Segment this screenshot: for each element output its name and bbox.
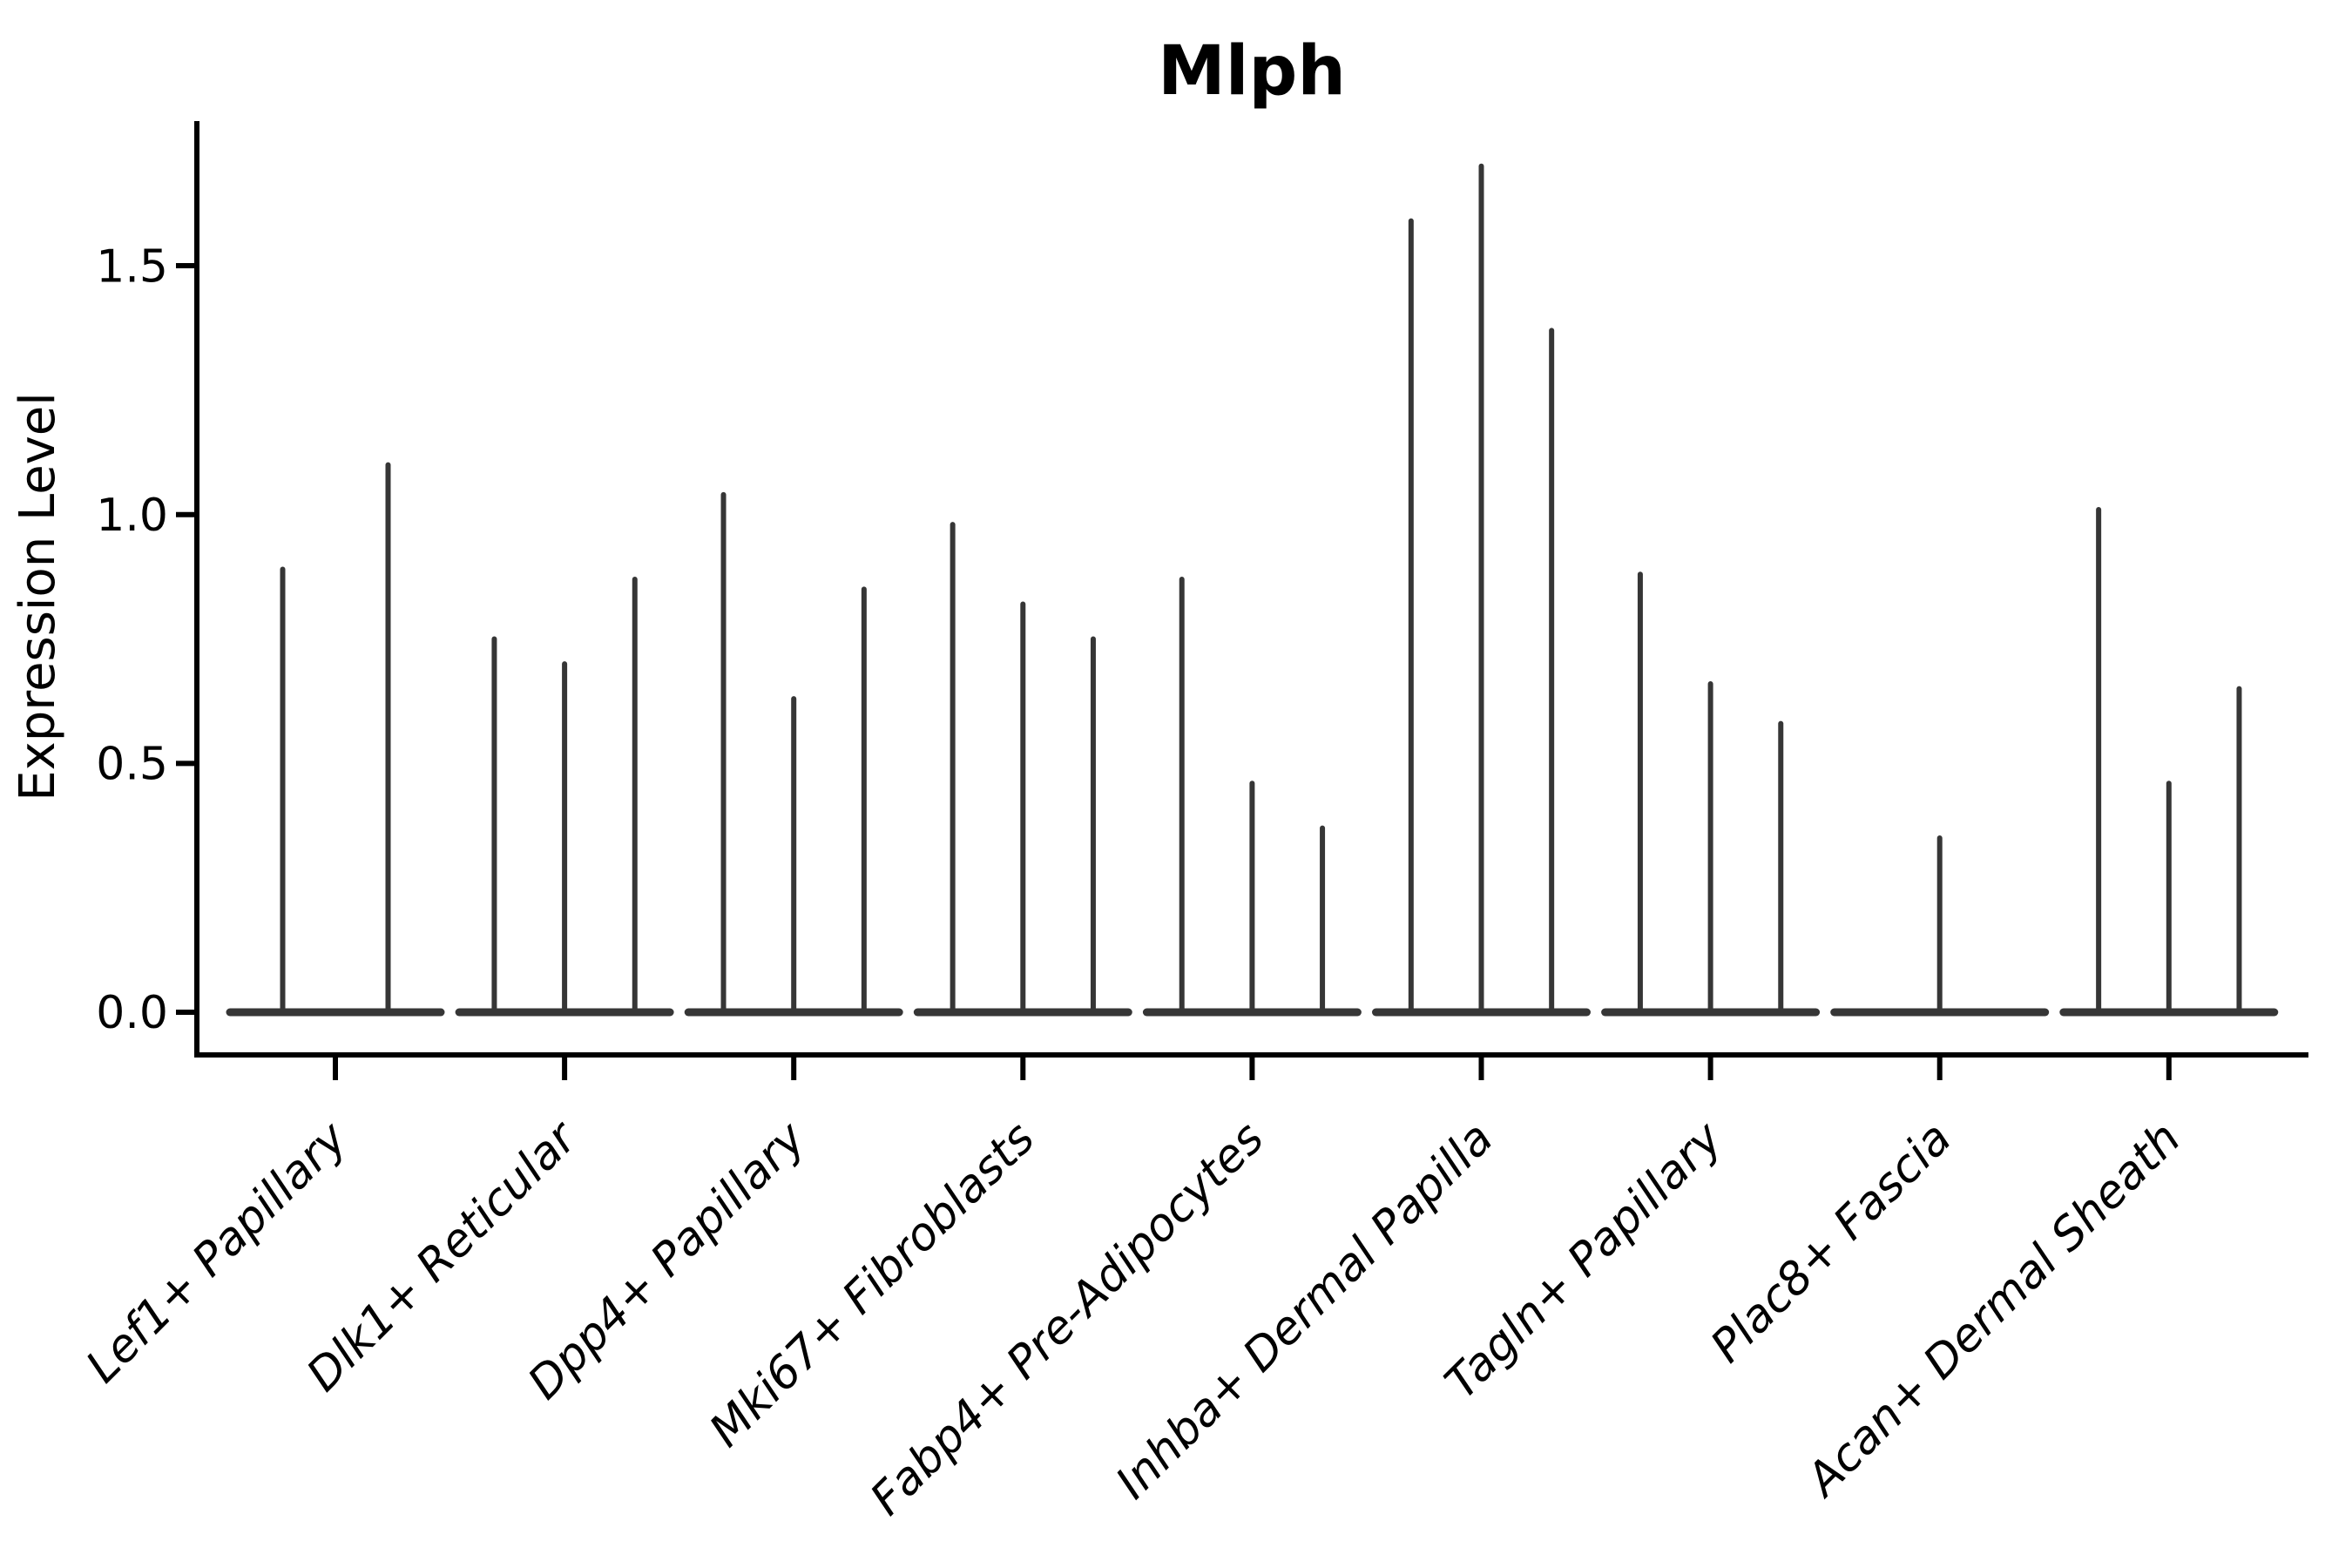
plot-title: Mlph (1158, 32, 1346, 111)
violin-group (684, 491, 903, 1017)
violin-group (1142, 576, 1362, 1017)
x-tick-label: Fabp4+ Pre-Adipocytes (861, 1112, 1274, 1526)
x-tick-label: Plac8+ Fascia (1701, 1112, 1962, 1373)
x-tick-label: Acan+ Dermal Sheath (1795, 1112, 2191, 1508)
y-axis-label: Expression Level (10, 392, 66, 801)
y-tick-label: 0.0 (96, 987, 168, 1039)
violin-group (226, 462, 445, 1017)
violin-group (1372, 163, 1591, 1017)
y-tick-label: 0.5 (96, 739, 168, 791)
violin-group (913, 522, 1132, 1017)
y-tick-label: 1.5 (96, 240, 168, 293)
violin-group (2059, 506, 2279, 1017)
violins (226, 163, 2279, 1017)
violin-group (455, 576, 674, 1017)
y-axis-ticks: 0.0 0.5 1.0 1.5 (96, 240, 194, 1039)
y-tick-label: 1.0 (96, 490, 168, 542)
x-tick-label: Inhba+ Dermal Papilla (1106, 1112, 1504, 1510)
violin-group (1601, 571, 1821, 1017)
violin-group (1830, 835, 2050, 1017)
